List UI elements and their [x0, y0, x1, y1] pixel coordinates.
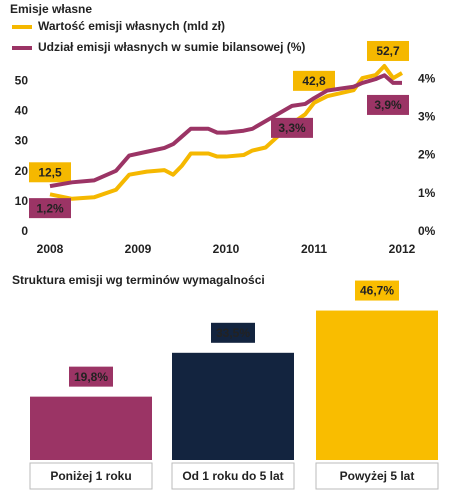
data-label: 46,7% [360, 284, 394, 298]
x-tick-label: 2010 [213, 242, 240, 256]
data-label: 33,5% [216, 326, 250, 340]
data-label-box [367, 94, 409, 115]
y2-tick-label: 4% [418, 71, 436, 85]
data-label-box [29, 198, 71, 219]
x-tick-label: 2012 [389, 242, 416, 256]
data-label: 3,3% [278, 121, 306, 135]
data-label-box [271, 117, 313, 138]
series-line [49, 73, 402, 189]
data-label-box [367, 40, 409, 61]
chart-title: Emisje własne [10, 2, 92, 16]
y-tick-label: 40 [15, 103, 29, 117]
category-box [315, 462, 439, 490]
data-label: 19,8% [74, 370, 108, 384]
y-tick-label: 0 [21, 224, 28, 238]
data-label: 1,2% [36, 201, 64, 215]
legend-label: Udział emisji własnych w sumie bilansowe… [38, 40, 305, 54]
bar [172, 352, 294, 460]
y-tick-label: 10 [15, 194, 29, 208]
y2-tick-label: 0% [418, 224, 436, 238]
x-tick-label: 2009 [125, 242, 152, 256]
y-tick-label: 30 [15, 134, 29, 148]
x-tick-label: 2008 [37, 242, 64, 256]
y2-tick-label: 1% [418, 186, 436, 200]
data-label-box [69, 366, 113, 387]
y-tick-label: 20 [15, 164, 29, 178]
bar [30, 396, 152, 460]
data-label: 52,7 [376, 44, 400, 58]
chart-title: Struktura emisji wg terminów wymagalnośc… [12, 273, 265, 287]
y2-tick-label: 2% [418, 148, 436, 162]
x-tick-label: 2011 [301, 242, 327, 256]
data-label-box [29, 162, 71, 183]
x-tick-label: Od 1 roku do 5 lat [182, 469, 283, 483]
x-tick-label: Poniżej 1 roku [50, 469, 131, 483]
y2-tick-label: 3% [418, 110, 436, 124]
category-box [171, 462, 295, 490]
data-label: 12,5 [38, 165, 62, 179]
bar [316, 310, 438, 460]
x-tick-label: Powyżej 5 lat [340, 469, 415, 483]
data-label: 3,9% [374, 98, 402, 112]
data-label-box [293, 70, 335, 91]
data-label-box [355, 280, 399, 301]
data-label-box [211, 322, 255, 343]
category-box [29, 462, 153, 490]
legend-label: Wartość emisji własnych (mld zł) [38, 19, 225, 33]
data-label: 42,8 [302, 74, 326, 88]
y-tick-label: 50 [15, 73, 29, 87]
